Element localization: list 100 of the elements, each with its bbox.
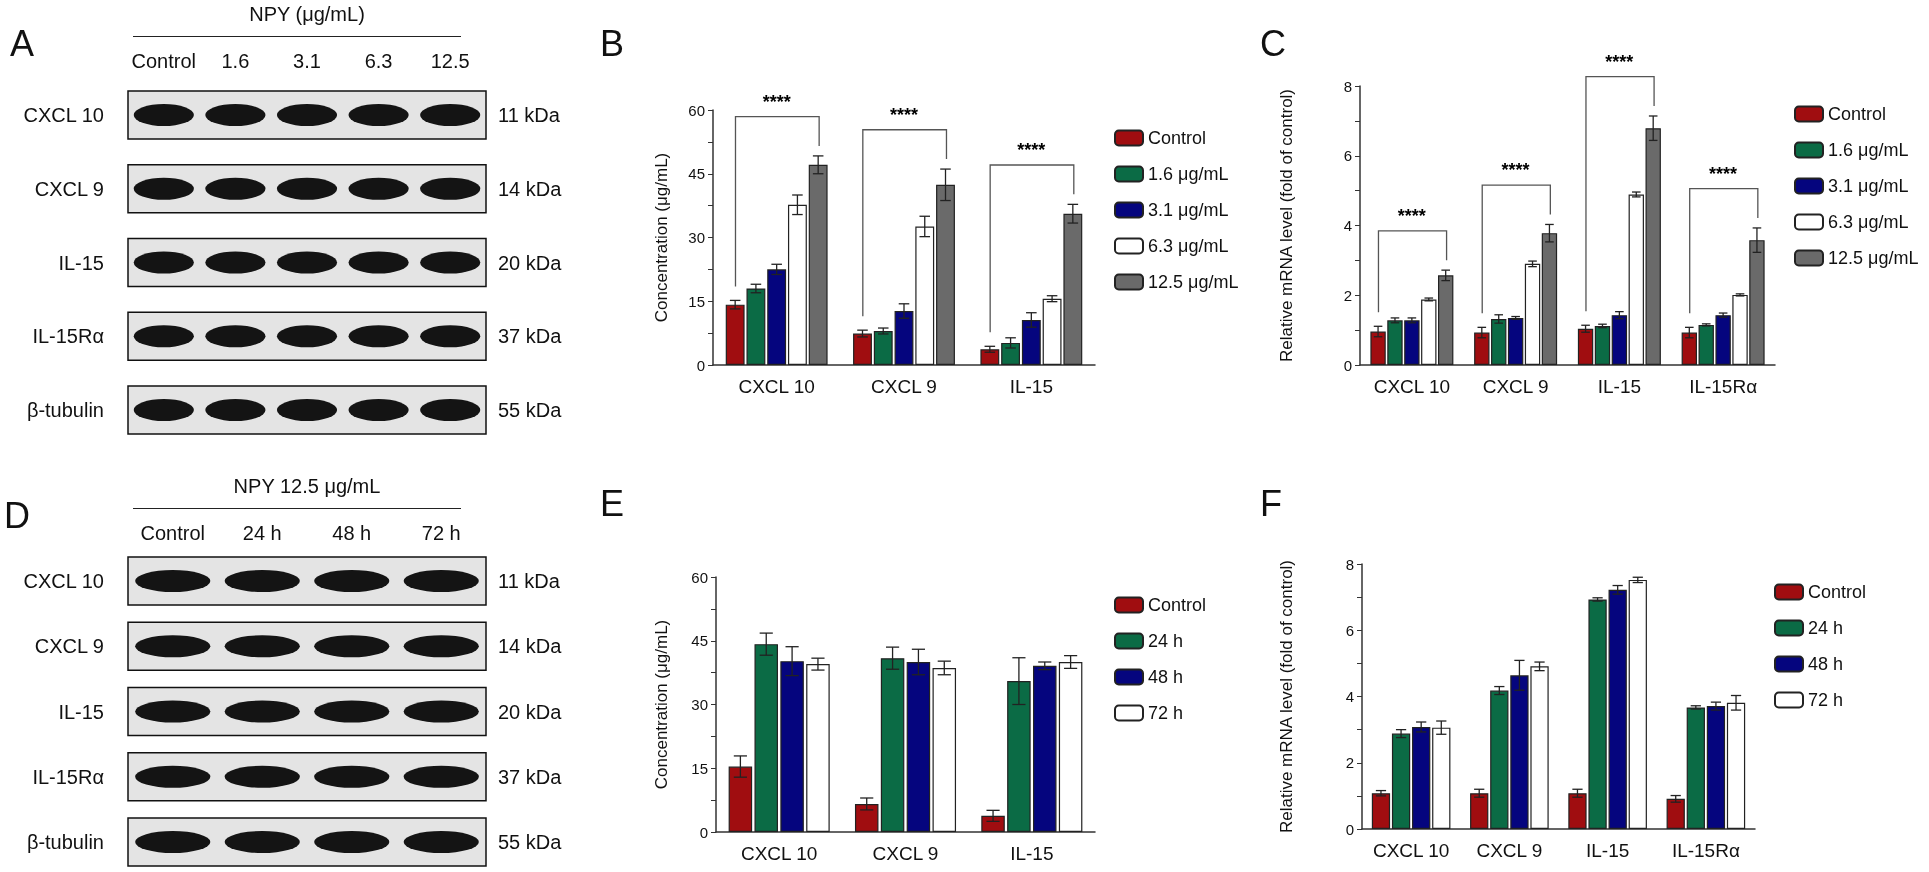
y-tick-label: 30 (691, 696, 708, 713)
x-tick-label: CXCL 9 (1482, 376, 1549, 397)
legend-label: Control (1148, 595, 1207, 615)
x-tick-label: CXCL 10 (1373, 376, 1451, 397)
text: C (1260, 23, 1286, 64)
annotation: **** (1709, 163, 1738, 184)
y-tick-label: 4 (1343, 217, 1352, 234)
text: D (4, 495, 30, 536)
annotation: **** (1397, 206, 1426, 227)
x-tick-label: IL-15Rα (1689, 376, 1758, 397)
text: NPY 12.5 μg/mL (233, 475, 381, 497)
category-label: 37 kDa (498, 765, 562, 788)
y-tick-label: 60 (688, 101, 705, 119)
bar (1611, 315, 1628, 365)
bar (1666, 798, 1685, 829)
y-tick-label: 4 (1345, 688, 1354, 705)
annotation: **** (762, 91, 791, 112)
bar (854, 803, 879, 832)
x-tick-label: CXCL 10 (738, 376, 815, 397)
y-tick-label: 0 (1343, 356, 1352, 374)
x-tick-label: IL-15 (1009, 376, 1053, 397)
category-label: CXCL 9 (34, 635, 104, 658)
category-label: CXCL 9 (34, 177, 104, 200)
category-label: 1.6 (221, 50, 250, 72)
annotation: **** (1501, 160, 1530, 181)
legend-label: 6.3 μg/mL (1828, 212, 1909, 232)
category-label: β-tubulin (26, 399, 104, 421)
legend-label: 6.3 μg/mL (1148, 236, 1229, 256)
y-tick-label: 15 (688, 292, 705, 310)
category-label: 11 kDa (498, 570, 560, 592)
bar (1577, 328, 1594, 365)
y-tick-label: 30 (688, 229, 705, 246)
x-tick-label: IL-15Rα (1671, 840, 1740, 861)
bar (767, 269, 787, 365)
bar (1371, 793, 1391, 829)
category-label: IL-15 (58, 251, 104, 274)
category-label: 3.1 (293, 50, 321, 72)
y-tick-label: 0 (1345, 820, 1354, 838)
annotation: **** (1017, 140, 1046, 161)
legend-label: 24 h (1808, 618, 1844, 638)
y-axis-title: Relative mRNA level (fold of control) (1277, 88, 1296, 363)
y-axis-title: Concentration (μg/mL) (652, 152, 671, 323)
text: F (1260, 483, 1282, 524)
x-tick-label: CXCL 10 (740, 843, 818, 864)
category-label: IL-15 (58, 700, 104, 723)
legend-label: 1.6 μg/mL (1828, 140, 1909, 160)
y-tick-label: 45 (688, 165, 705, 183)
category-label: Control (140, 522, 205, 544)
y-tick-label: 2 (1345, 754, 1354, 772)
bar (1412, 726, 1431, 829)
category-label: Control (131, 50, 197, 72)
category-label: 55 kDa (498, 399, 562, 421)
bar (873, 331, 893, 365)
legend-label: 12.5 μg/mL (1148, 272, 1239, 292)
bar (1001, 342, 1021, 365)
bar (853, 333, 872, 365)
category-label: 48 h (332, 522, 372, 544)
y-tick-label: 6 (1343, 147, 1352, 165)
x-tick-label: IL-15 (1585, 840, 1630, 861)
category-label: IL-15Rα (32, 325, 104, 348)
y-tick-label: 0 (696, 356, 705, 374)
y-axis-title: Concentration (μg/mL) (652, 619, 671, 790)
y-axis-title: Relative mRNA level (fold of control) (1277, 559, 1296, 834)
bar (1686, 707, 1705, 829)
legend-label: 48 h (1808, 654, 1844, 674)
y-tick-label: 60 (691, 568, 708, 586)
category-label: 14 kDa (498, 177, 562, 200)
annotation: **** (889, 105, 919, 126)
bar (1524, 263, 1541, 365)
y-tick-label: 15 (691, 759, 708, 777)
text: NPY (μg/mL) (249, 3, 365, 25)
bar (1391, 733, 1411, 829)
category-label: 37 kDa (498, 325, 562, 348)
text: B (600, 23, 625, 64)
text: E (600, 483, 625, 524)
text: **** (1605, 51, 1634, 72)
category-label: 14 kDa (498, 635, 562, 658)
category-label: 6.3 (364, 50, 393, 72)
category-label: 20 kDa (498, 700, 562, 723)
x-tick-label: CXCL 9 (871, 376, 937, 397)
category-label: 12.5 (430, 50, 470, 72)
legend-label: 72 h (1148, 703, 1184, 723)
legend-label: 1.6 μg/mL (1148, 164, 1229, 184)
category-label: 55 kDa (498, 831, 562, 853)
legend-label: Control (1808, 582, 1867, 602)
category-label: CXCL 10 (23, 570, 104, 592)
bar (1628, 579, 1647, 829)
bar (1470, 793, 1489, 829)
x-tick-label: CXCL 10 (1372, 840, 1450, 861)
category-label: CXCL 10 (23, 104, 104, 126)
category-label: β-tubulin (26, 831, 104, 853)
category-label: 11 kDa (498, 104, 560, 126)
bar (1594, 325, 1611, 365)
bar (1507, 317, 1524, 365)
x-tick-label: IL-15 (1597, 376, 1642, 397)
bar (1033, 665, 1057, 832)
category-label: 72 h (421, 522, 461, 544)
bar (980, 349, 1000, 365)
y-tick-label: 8 (1343, 77, 1352, 95)
bar (1706, 706, 1726, 829)
